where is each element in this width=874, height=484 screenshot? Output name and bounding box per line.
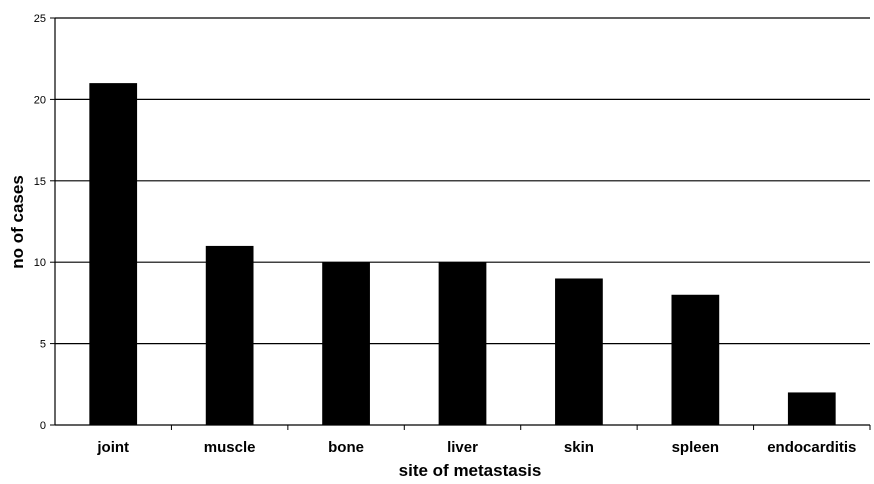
bar-bone (322, 262, 370, 425)
gridlines (55, 17, 870, 345)
x-tick-label-skin: skin (564, 439, 594, 456)
y-tick-label: 15 (34, 176, 46, 188)
bar-endocarditis (787, 392, 836, 425)
bars (89, 83, 836, 426)
y-tick-label: 5 (40, 339, 46, 351)
y-tick-label: 10 (34, 257, 46, 269)
x-axis-title: site of metastasis (399, 461, 542, 480)
x-tick-label-endocarditis: endocarditis (767, 439, 856, 456)
y-tick-label: 0 (40, 420, 46, 432)
y-tick-label: 20 (34, 94, 46, 106)
x-tick-label-liver: liver (447, 439, 478, 456)
bar-liver (438, 262, 487, 425)
x-tick-label-spleen: spleen (672, 439, 720, 456)
y-tick-labels: 0 5 10 15 20 25 (34, 13, 46, 432)
y-axis-title: no of cases (8, 175, 27, 269)
bar-joint (89, 83, 138, 426)
bar-spleen (671, 294, 720, 425)
bar-skin (555, 278, 603, 425)
bar-muscle (205, 245, 254, 425)
axes (50, 17, 871, 430)
y-tick-label: 25 (34, 13, 46, 25)
x-tick-label-muscle: muscle (204, 439, 256, 456)
x-tick-label-bone: bone (328, 439, 364, 456)
x-tick-label-joint: joint (96, 439, 129, 456)
x-tick-labels: joint muscle bone liver skin spleen endocardit… (96, 439, 856, 456)
